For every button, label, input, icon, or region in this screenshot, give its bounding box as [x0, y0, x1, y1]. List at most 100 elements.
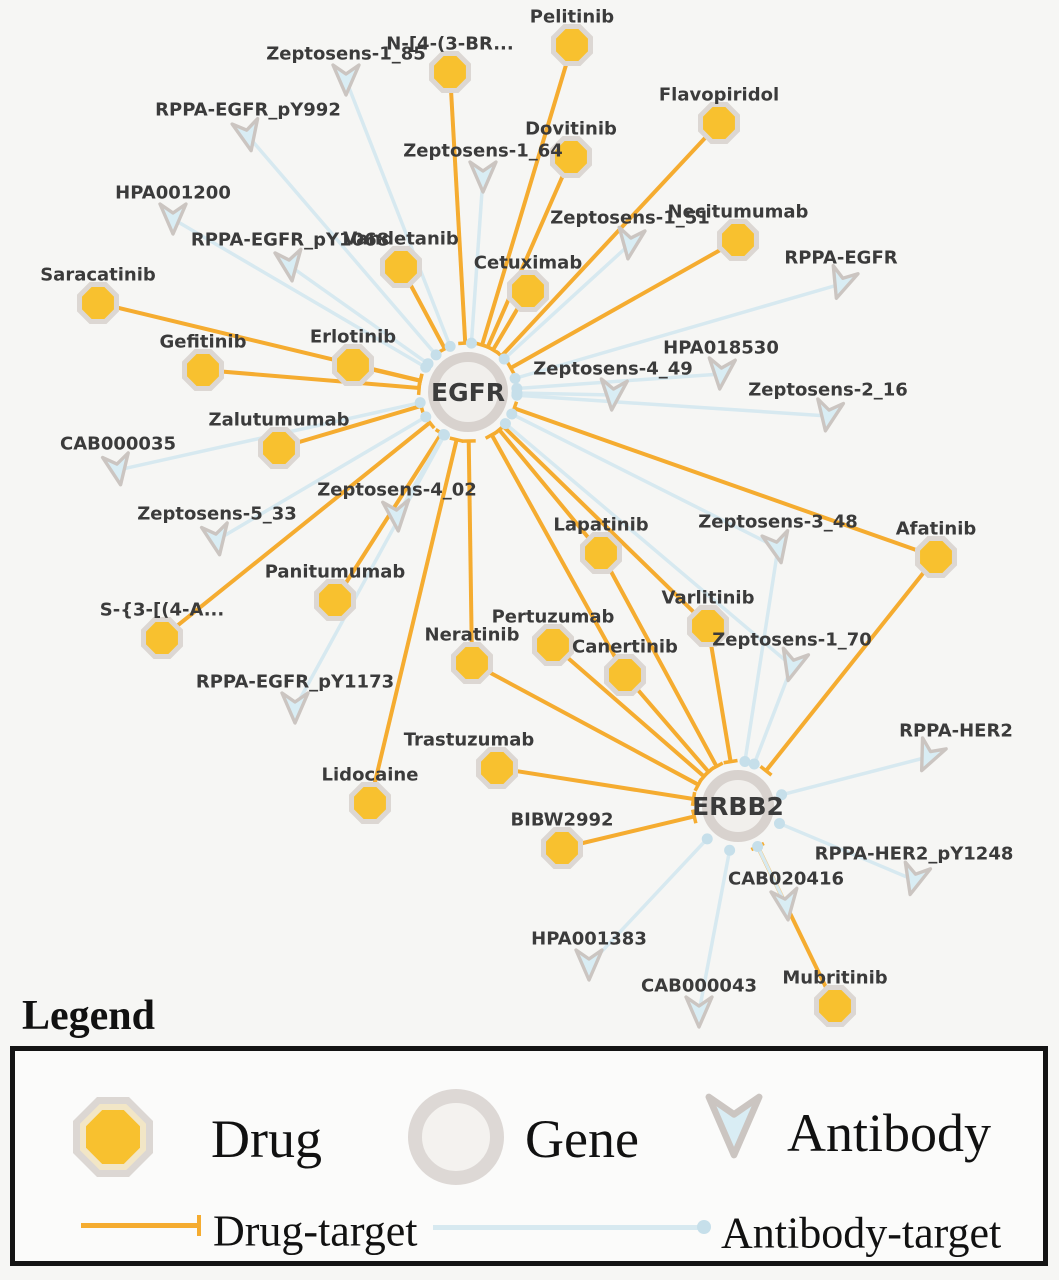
drug-node[interactable]	[580, 532, 622, 574]
drug-node[interactable]	[332, 344, 374, 386]
drug-node[interactable]	[915, 536, 957, 578]
antibody-node[interactable]	[330, 62, 362, 98]
node-label: Zeptosens-4_49	[533, 358, 693, 380]
edge-layer	[97, 44, 938, 1013]
node-label: Lidocaine	[321, 764, 419, 786]
legend-drug-target-label: Drug-target	[213, 1206, 418, 1256]
drug-node[interactable]	[429, 51, 471, 93]
drug-node[interactable]	[451, 642, 493, 684]
drug-octagon-icon	[73, 1097, 153, 1177]
node-label: RPPA-HER2_pY1248	[814, 843, 1014, 865]
node-label: Zeptosens-1_51	[550, 207, 710, 229]
node-label: Afatinib	[895, 518, 977, 540]
antibody-node[interactable]	[772, 644, 812, 687]
legend-antibody-target-label: Antibody-target	[721, 1208, 1002, 1258]
drug-node[interactable]	[698, 102, 740, 144]
drug-node[interactable]	[814, 985, 856, 1027]
antibody-node[interactable]	[198, 519, 236, 560]
node-label: Vandetanib	[343, 228, 459, 250]
node-label: Necitumumab	[667, 201, 809, 223]
node-label: Flavopiridol	[658, 84, 780, 106]
node-label: RPPA-EGFR_pY992	[155, 99, 341, 121]
node-label: RPPA-EGFR	[784, 247, 898, 269]
node-label: BIBW2992	[510, 809, 614, 831]
drug-node[interactable]	[717, 219, 759, 261]
node-label: Gefitinib	[159, 331, 247, 353]
legend-drug-label: Drug	[211, 1109, 322, 1169]
node-label: RPPA-EGFR_pY1068	[190, 229, 390, 251]
gene-label: ERBB2	[692, 791, 784, 821]
node-label: Panitumumab	[264, 561, 406, 583]
legend-title: Legend	[22, 993, 156, 1039]
antibody-node[interactable]	[809, 395, 847, 436]
node-label: Pertuzumab	[491, 606, 615, 628]
antibody-node[interactable]	[272, 246, 309, 286]
drug-node[interactable]	[77, 282, 119, 324]
node-label: HPA001200	[115, 182, 231, 204]
node-label: N-[4-(3-BR...	[386, 33, 514, 55]
drug-node[interactable]	[380, 246, 422, 288]
antibody-node[interactable]	[820, 262, 862, 306]
node-label: Zeptosens-1_64	[403, 140, 563, 162]
node-label: Saracatinib	[40, 264, 156, 286]
antibody-node[interactable]	[573, 947, 605, 983]
drug-node[interactable]	[349, 782, 391, 824]
antibody-node[interactable]	[759, 527, 798, 569]
drug-node[interactable]	[141, 617, 183, 659]
drug-node[interactable]	[182, 349, 224, 391]
drug-node[interactable]	[507, 270, 549, 312]
antibody-node[interactable]	[279, 690, 311, 726]
drug-node[interactable]	[550, 136, 592, 178]
antibody-node[interactable]	[683, 994, 715, 1030]
antibody-node[interactable]	[99, 449, 137, 490]
node-label: Cetuximab	[473, 252, 583, 274]
antibody-node[interactable]	[157, 201, 189, 237]
antibody-node[interactable]	[894, 858, 934, 901]
node-label: Erlotinib	[309, 326, 397, 348]
drug-node[interactable]	[532, 624, 574, 666]
node-label: Pelitinib	[529, 6, 615, 28]
antibody-node[interactable]	[906, 734, 950, 780]
node-label: Zalutumumab	[208, 409, 350, 431]
node-label: Dovitinib	[525, 118, 617, 140]
node-label: Zeptosens-1_85	[266, 43, 426, 65]
node-layer: EGFR ERBB2 Pelitinib N-[4-(3-BR... Flavopiri…	[40, 6, 1014, 1030]
drug-node[interactable]	[314, 579, 356, 621]
drug-node[interactable]	[687, 605, 729, 647]
node-label: Varlitinib	[661, 587, 755, 609]
drug-node[interactable]	[476, 747, 518, 789]
node-label: Trastuzumab	[403, 729, 535, 751]
drug-node[interactable]	[258, 427, 300, 469]
node-label: Zeptosens-4_02	[317, 479, 477, 501]
node-label: Neratinib	[424, 624, 520, 646]
antibody-node[interactable]	[595, 376, 630, 415]
node-label: CAB000043	[640, 975, 758, 997]
legend-box: Drug Gene Antibody Drug-target Antibody-…	[10, 1046, 1048, 1266]
antibody-node[interactable]	[703, 355, 738, 394]
node-label: Mubritinib	[782, 967, 888, 989]
legend-gene-label: Gene	[525, 1109, 639, 1169]
gene-circle-icon	[408, 1089, 504, 1185]
antibody-node[interactable]	[467, 159, 499, 195]
node-label: Zeptosens-3_48	[698, 511, 858, 533]
antibody-node[interactable]	[768, 885, 805, 925]
antibody-node[interactable]	[612, 224, 649, 264]
gene-node-erbb2[interactable]: ERBB2	[692, 770, 784, 842]
node-label: S-{3-[(4-A...	[99, 599, 225, 621]
node-label: Zeptosens-1_70	[712, 629, 872, 651]
node-label: HPA001383	[531, 928, 647, 950]
antibody-node[interactable]	[229, 115, 268, 157]
gene-node-egfr[interactable]: EGFR	[428, 352, 508, 432]
drug-node[interactable]	[604, 654, 646, 696]
node-label: CAB000035	[59, 433, 177, 455]
drug-node[interactable]	[551, 24, 593, 66]
node-label: RPPA-HER2	[899, 720, 1013, 742]
node-label: RPPA-EGFR_pY1173	[195, 671, 395, 693]
node-label: HPA018530	[663, 337, 779, 359]
node-label: Canertinib	[572, 636, 678, 658]
drug-node[interactable]	[541, 827, 583, 869]
antibody-node[interactable]	[379, 497, 414, 536]
node-label: Lapatinib	[553, 514, 649, 536]
legend-antibody-label: Antibody	[787, 1103, 992, 1163]
